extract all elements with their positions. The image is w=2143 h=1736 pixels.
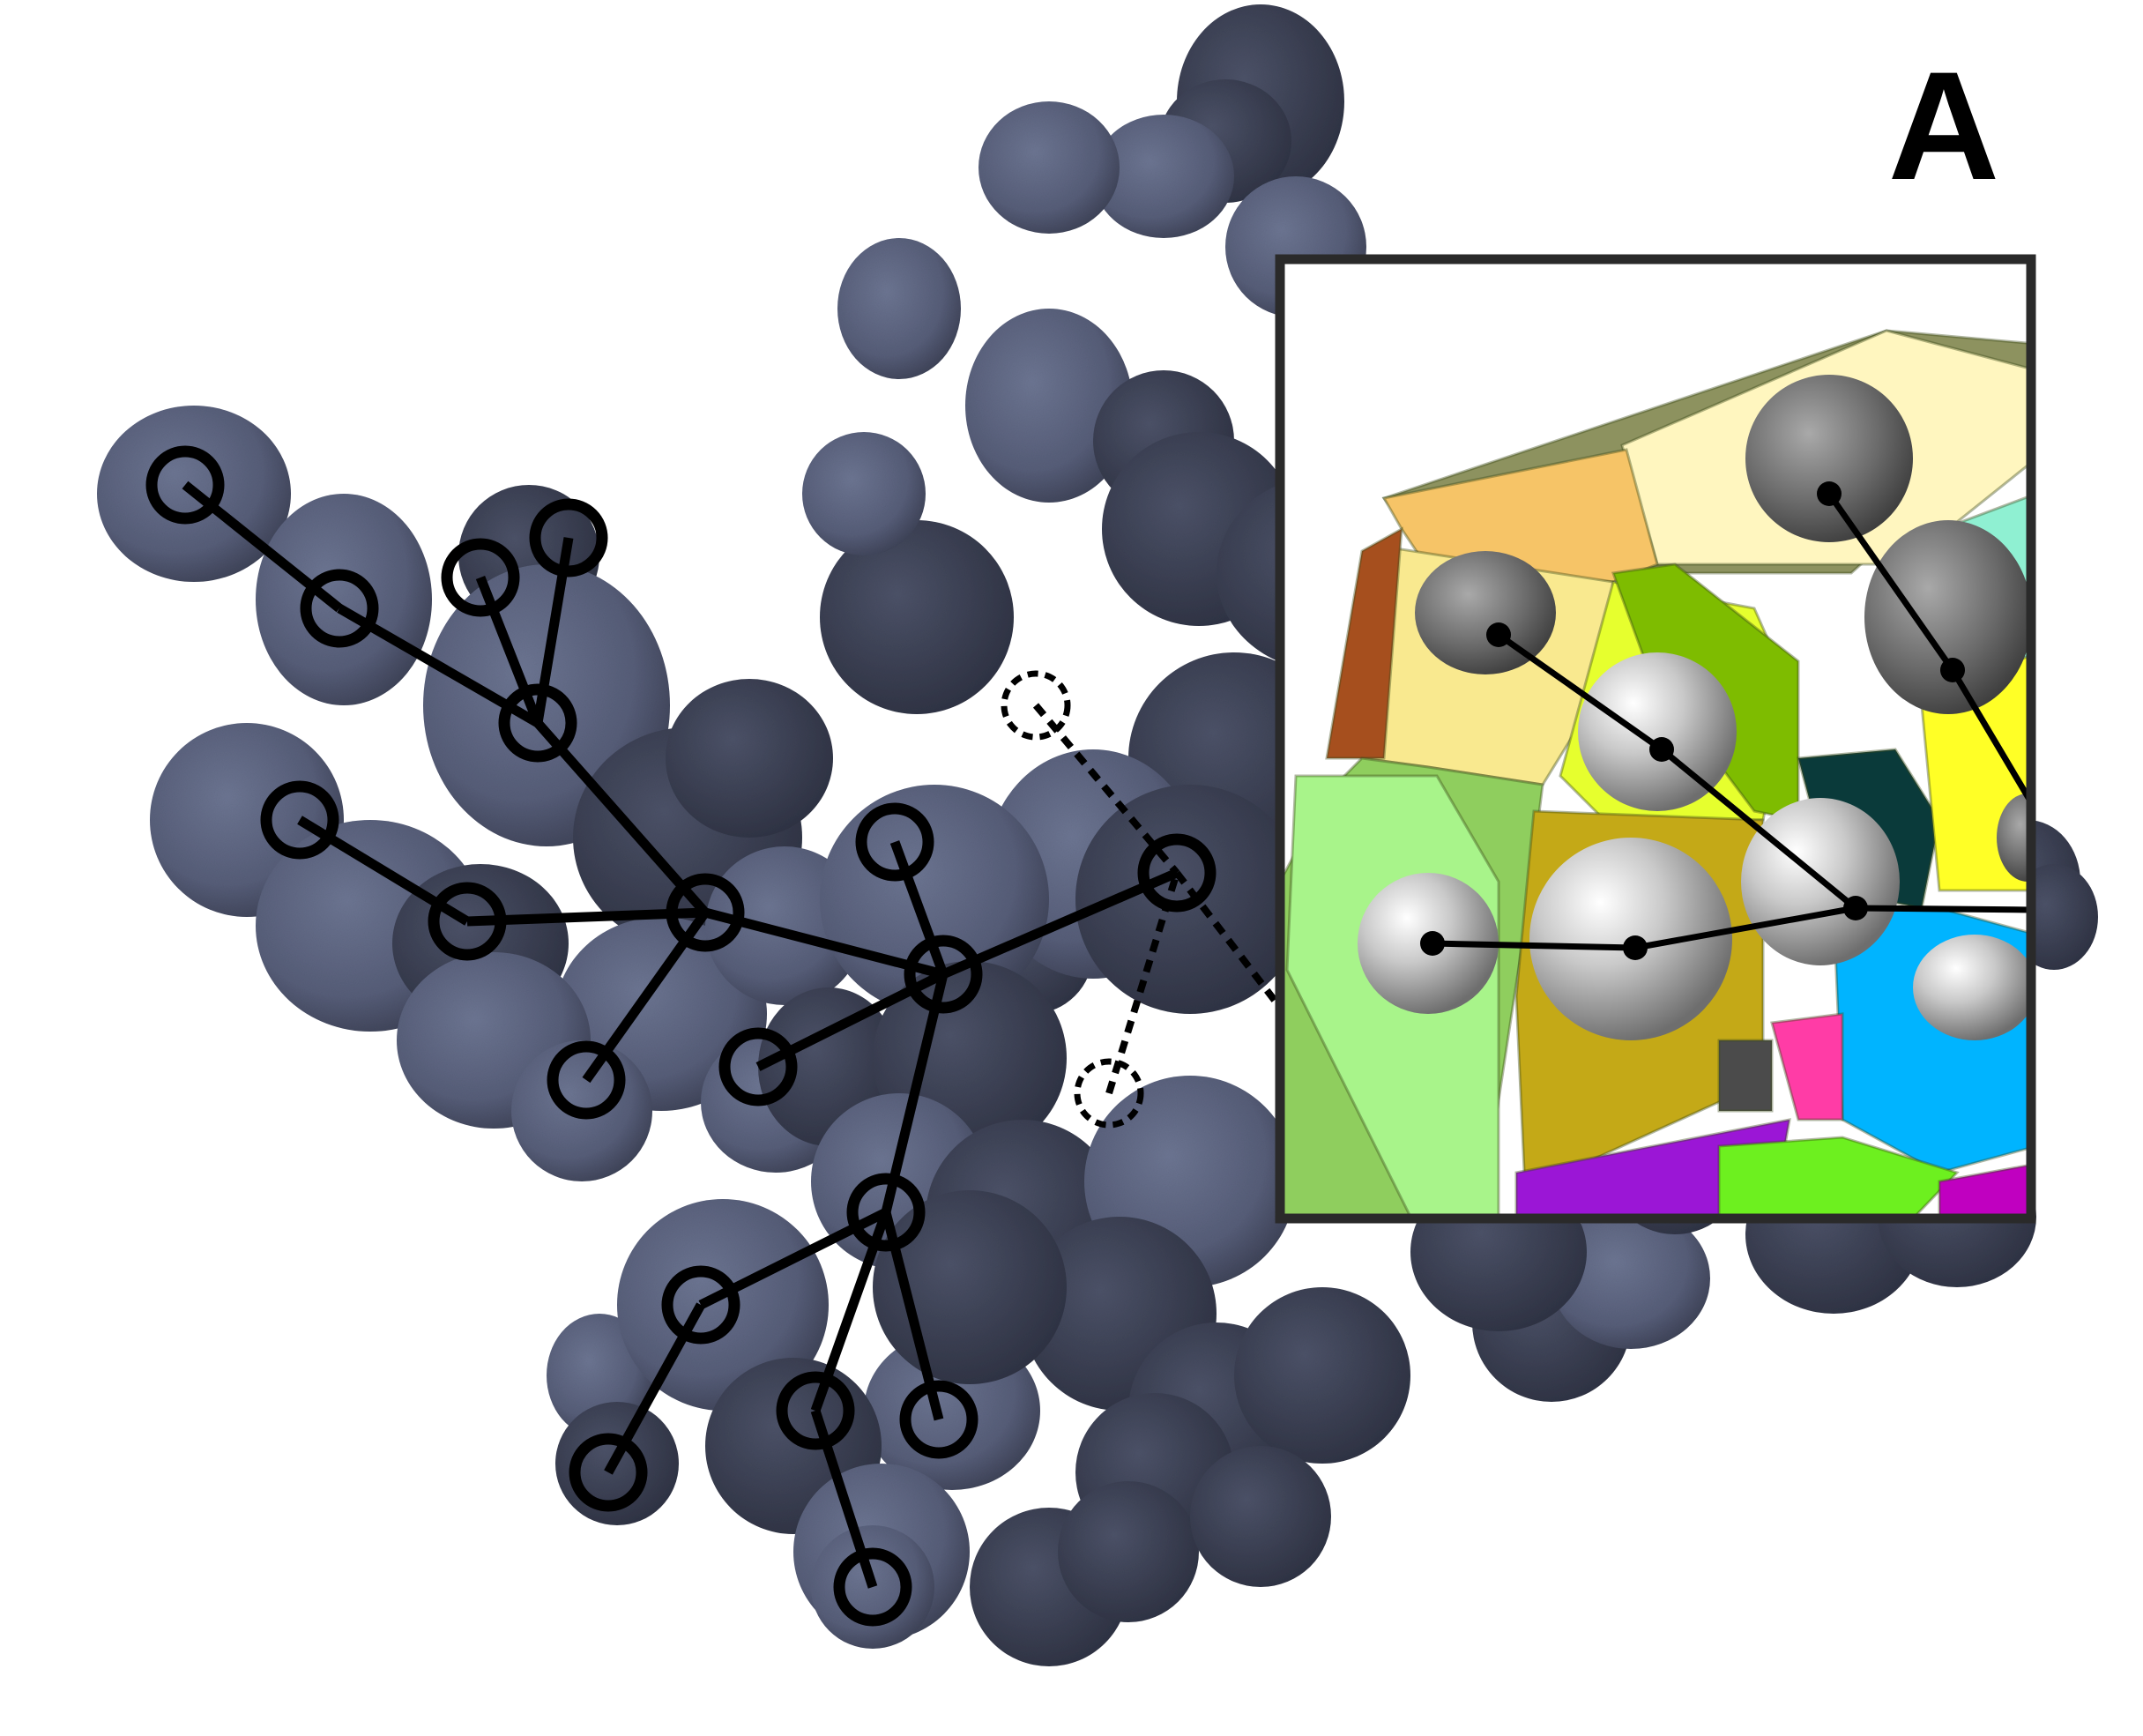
cell-blob xyxy=(1190,1446,1331,1587)
graph-node xyxy=(547,1040,626,1120)
inset-node xyxy=(1420,931,1445,956)
graph-edge xyxy=(703,907,945,980)
inset-node xyxy=(1623,935,1648,960)
graph-node xyxy=(260,780,339,860)
inset-edge xyxy=(1634,905,1857,951)
nucleus-sphere xyxy=(1913,935,2031,1040)
voronoi-cell xyxy=(1717,1136,1960,1218)
inset-node xyxy=(1486,622,1511,647)
graph-edge xyxy=(475,575,543,726)
graph-node xyxy=(855,802,934,882)
inset-edge xyxy=(1949,668,2031,808)
graph-node xyxy=(666,873,745,952)
cell-blob xyxy=(978,101,1120,234)
graph-node xyxy=(569,1433,648,1512)
nucleus-sphere xyxy=(1578,652,1737,811)
voronoi-cell xyxy=(1938,1163,2031,1218)
graph-node xyxy=(776,1371,855,1450)
graph-node xyxy=(498,683,577,763)
cell-blob xyxy=(1093,115,1234,238)
nucleus-sphere xyxy=(1864,520,2031,714)
graph-node xyxy=(904,935,983,1014)
dotted-node xyxy=(1001,670,1071,741)
dotted-edge xyxy=(1032,703,1180,875)
graph-node xyxy=(428,882,507,961)
inset-edge xyxy=(1659,747,1858,911)
graph-edge xyxy=(881,972,949,1214)
graph-edge xyxy=(466,907,706,927)
graph-node xyxy=(661,1265,740,1345)
inset-border xyxy=(1275,254,2036,1224)
graph-node xyxy=(899,1380,978,1459)
inset-edge xyxy=(1432,940,1636,951)
inset-edge xyxy=(1855,905,2031,913)
inset-panel xyxy=(1275,254,2036,1224)
inset-voronoi-view xyxy=(1280,329,2031,1218)
cell-blob xyxy=(666,679,833,838)
graph-edge xyxy=(889,840,949,976)
cell-blob xyxy=(1058,1481,1199,1622)
graph-node xyxy=(833,1547,912,1627)
inset-node xyxy=(1843,896,1868,920)
cell-blob xyxy=(802,432,926,555)
inset-node xyxy=(1817,481,1842,506)
graph-node xyxy=(300,569,379,648)
cell-lineage-graph xyxy=(145,445,1282,1627)
graph-node xyxy=(441,538,520,617)
nucleus-sphere xyxy=(1745,375,1913,542)
graph-edge xyxy=(941,868,1179,980)
panel-label: A xyxy=(1888,41,1999,212)
graph-node xyxy=(145,445,225,525)
graph-node xyxy=(1137,833,1217,913)
graph-node xyxy=(846,1173,926,1252)
graph-node xyxy=(718,1027,798,1106)
dotted-edge xyxy=(1173,870,1282,1008)
cell-blob xyxy=(820,520,1014,714)
cell-blob xyxy=(965,309,1133,503)
voronoi-cell xyxy=(1717,1039,1774,1113)
nucleus-sphere xyxy=(1997,793,2031,882)
cell-blob xyxy=(256,494,432,705)
graph-edge xyxy=(533,719,710,916)
cell-blob xyxy=(1551,1208,1710,1349)
inset-edge xyxy=(1496,632,1664,752)
voronoi-cell xyxy=(1325,526,1403,760)
graph-node xyxy=(529,498,608,577)
inset-node xyxy=(1649,737,1674,762)
cell-blob xyxy=(1234,1287,1410,1464)
cell-blob xyxy=(837,238,961,379)
inset-edge xyxy=(1827,491,1955,673)
inset-node xyxy=(1940,658,1965,682)
voronoi-cell xyxy=(1770,1012,1844,1121)
dotted-node xyxy=(1074,1058,1144,1129)
nucleus-sphere xyxy=(1415,551,1556,674)
